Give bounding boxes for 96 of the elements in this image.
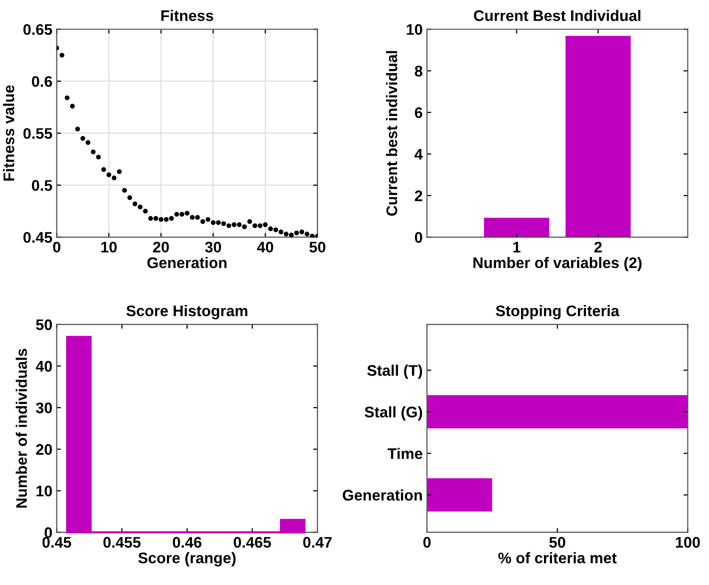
y-tick-label: 0.6 — [32, 76, 52, 87]
x-tick-label: 20 — [153, 242, 169, 253]
point — [258, 223, 262, 228]
point — [138, 204, 143, 210]
point — [304, 232, 310, 236]
x-tick-label: 40 — [257, 242, 274, 253]
x-axis-title: Number of variables (2) — [473, 256, 642, 272]
y-tick-label: 0.5 — [32, 180, 52, 191]
chart-title: Fitness — [161, 10, 214, 22]
point — [112, 175, 116, 180]
point — [294, 230, 300, 236]
x-tick-label: 1 — [513, 242, 520, 252]
x-tick-label: 100 — [676, 536, 700, 548]
point — [142, 208, 148, 214]
point — [169, 216, 174, 221]
point — [116, 169, 122, 174]
y-tick-label: Stall (G) — [364, 406, 422, 420]
point — [86, 140, 90, 145]
y-tick-label: 40 — [36, 360, 52, 372]
x-tick-label: 0 — [423, 536, 431, 548]
point — [310, 234, 315, 238]
y-tick-label: Generation — [342, 489, 422, 501]
y-tick-label: 8 — [414, 66, 422, 77]
point — [242, 224, 247, 230]
point — [284, 232, 289, 236]
point — [179, 212, 184, 217]
y-tick-label: 4 — [414, 149, 423, 160]
point — [148, 216, 153, 221]
point — [184, 210, 190, 216]
point — [232, 222, 236, 228]
point — [247, 219, 252, 224]
x-tick-label: 2 — [594, 242, 602, 252]
x-tick-label: 50 — [309, 242, 326, 253]
y-tick-label: 30 — [36, 402, 52, 414]
y-axis-title: Number of individuals — [16, 348, 27, 508]
y-axis-title: Current best individual — [386, 51, 398, 216]
x-axis-title: Score (range) — [138, 552, 236, 566]
point — [278, 230, 284, 234]
x-tick-label: 0.455 — [103, 536, 141, 548]
point — [132, 201, 138, 206]
y-tick-label: Stall (T) — [367, 364, 422, 379]
point — [299, 230, 304, 234]
chart-title: Score Histogram — [126, 305, 248, 320]
point — [64, 95, 70, 100]
y-tick-label: 2 — [414, 190, 422, 202]
point — [221, 221, 226, 226]
point — [190, 214, 195, 220]
point — [195, 214, 200, 220]
point — [216, 220, 221, 225]
y-tick-label: 10 — [36, 486, 52, 496]
point — [122, 188, 127, 193]
point — [273, 227, 278, 232]
point — [60, 52, 64, 58]
point — [288, 232, 294, 238]
x-tick-label: 50 — [549, 536, 566, 548]
y-tick-label: 0 — [414, 232, 422, 243]
y-tick-label: 0 — [44, 527, 52, 538]
point — [90, 150, 96, 154]
y-tick-label: 50 — [36, 319, 52, 330]
point — [153, 216, 158, 221]
point — [70, 104, 75, 109]
x-tick-label: 10 — [101, 242, 117, 253]
x-tick-label: 0 — [53, 242, 60, 253]
point — [75, 126, 80, 132]
point — [106, 172, 112, 178]
point — [268, 226, 273, 232]
y-tick-label: 6 — [414, 107, 422, 118]
point — [101, 167, 106, 172]
y-tick-label: 0.55 — [23, 128, 52, 139]
x-tick-label: 0.46 — [172, 536, 202, 548]
point — [226, 223, 232, 228]
chart-title: Stopping Criteria — [496, 305, 620, 320]
point — [252, 223, 258, 228]
x-tick-label: 30 — [205, 242, 222, 253]
x-axis-title: Generation — [147, 256, 226, 268]
y-tick-label: 0.45 — [23, 232, 52, 243]
y-tick-label: 20 — [36, 444, 52, 455]
point — [80, 136, 86, 141]
y-tick-label: 0.65 — [23, 24, 52, 35]
point — [158, 217, 164, 222]
point — [164, 217, 169, 222]
point — [210, 220, 216, 225]
point — [200, 219, 206, 224]
y-tick-label: 10 — [406, 24, 422, 35]
x-tick-label: 0.465 — [234, 536, 271, 548]
point — [236, 222, 242, 228]
point — [206, 217, 210, 222]
point — [174, 212, 180, 217]
point — [127, 195, 132, 200]
chart-title: Current Best Individual — [474, 10, 640, 22]
x-tick-label: 0.47 — [303, 536, 332, 548]
point — [96, 154, 101, 160]
point — [262, 222, 268, 228]
y-tick-label: Time — [388, 448, 422, 460]
y-axis-title: Fitness value — [3, 85, 14, 181]
x-axis-title: % of criteria met — [498, 552, 617, 564]
